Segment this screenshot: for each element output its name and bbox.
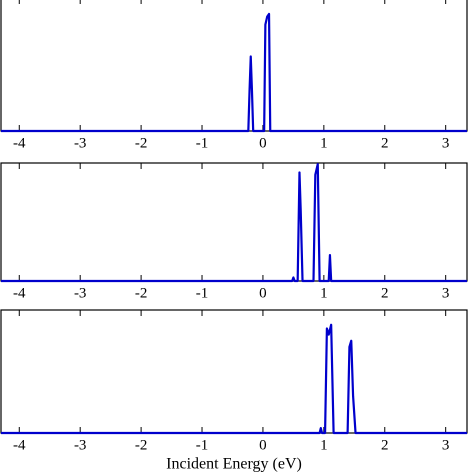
x-tick-label: -1 [196,285,209,301]
x-tick-label: 3 [442,437,450,453]
panel-frame [0,162,468,282]
x-tick-label: -2 [135,285,148,301]
panel-frame [0,309,468,434]
x-axis-label: Incident Energy (eV) [166,456,302,473]
x-tick-label: -3 [74,285,87,301]
x-tick-label: -4 [13,285,26,301]
x-tick-label: 1 [320,437,328,453]
x-tick-label: -2 [135,437,148,453]
x-tick-label: 3 [442,135,450,151]
x-tick-label: -1 [196,135,209,151]
x-tick-label: 1 [320,135,328,151]
x-tick-label: -1 [196,437,209,453]
x-tick-label: -2 [135,135,148,151]
x-tick-label: 3 [442,285,450,301]
x-tick-label: 0 [259,135,267,151]
x-tick-label: 2 [381,285,389,301]
data-line [1,163,467,283]
x-tick-label: 0 [259,285,267,301]
panel-frame [0,0,468,132]
x-tick-label: 2 [381,437,389,453]
x-tick-label: -4 [13,135,26,151]
x-tick-label: 2 [381,135,389,151]
x-tick-label: -4 [13,437,26,453]
x-tick-label: 1 [320,285,328,301]
x-tick-label: -3 [74,437,87,453]
data-line [1,12,467,133]
x-tick-label: -3 [74,135,87,151]
x-tick-label: 0 [259,437,267,453]
data-line [1,323,467,435]
